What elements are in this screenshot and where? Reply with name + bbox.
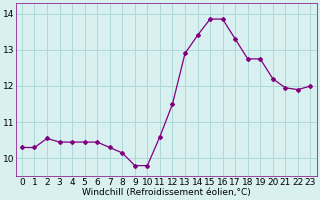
X-axis label: Windchill (Refroidissement éolien,°C): Windchill (Refroidissement éolien,°C)	[82, 188, 251, 197]
